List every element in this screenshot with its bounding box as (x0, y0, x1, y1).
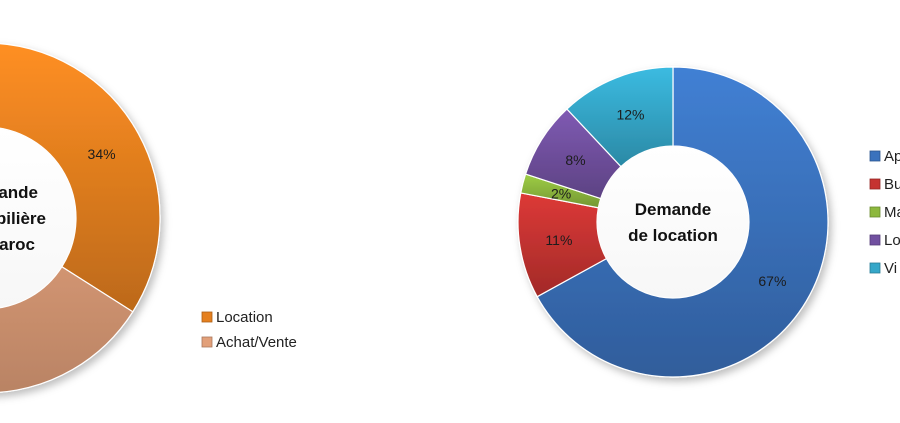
legend-item-ma: Ma (869, 204, 900, 221)
data-label-lo: 8% (565, 152, 585, 168)
chart-title-line: de location (628, 226, 718, 245)
donut-chart-demande-immobiliere: 34% ande bilière aroc Location Achat/Vente (0, 43, 297, 393)
legend-label: Ap (884, 148, 900, 165)
chart-title-line: aroc (0, 235, 35, 254)
legend-swatch (201, 336, 213, 348)
legend-label: Achat/Vente (216, 334, 297, 351)
legend-label: Bu (884, 176, 900, 193)
chart-title-line: Demande (635, 200, 712, 219)
data-label-ap: 67% (758, 273, 786, 289)
legend-item-lo: Lo (869, 232, 900, 249)
data-label-vi: 12% (616, 107, 644, 123)
donut-slice-location (0, 43, 161, 313)
donut-ring (0, 43, 161, 393)
legend-label: Lo (884, 232, 900, 249)
legend-swatch (201, 311, 213, 323)
data-label-bu: 11% (545, 232, 572, 248)
donut-slice-achat-vente (0, 265, 134, 393)
legend-swatch (869, 234, 881, 246)
chart-title-line: ande (0, 183, 38, 202)
donut-slice-ap (536, 66, 829, 378)
legend-item-bu: Bu (869, 176, 900, 193)
data-label-ma: 2% (551, 185, 571, 201)
legend-label: Vi (884, 260, 897, 277)
legend-label: Ma (884, 204, 900, 221)
legend-item-location: Location (201, 309, 273, 326)
legend-swatch (869, 262, 881, 274)
legend-swatch (869, 178, 881, 190)
donut-hole (0, 128, 76, 308)
legend-label: Location (216, 309, 273, 326)
legend-item-ap: Ap (869, 148, 900, 165)
legend-item-achat-vente: Achat/Vente (201, 334, 297, 351)
legend-swatch (869, 150, 881, 162)
data-label-location: 34% (88, 146, 116, 162)
chart-title-line: bilière (0, 209, 46, 228)
donut-chart-demande-location: 67% 11% 2% 8% 12% Demande de location Ap Bu Ma Lo V… (517, 66, 900, 378)
donut-ring (517, 66, 829, 378)
donut-slice-vi (566, 66, 674, 168)
donut-hole (597, 146, 749, 298)
legend-swatch (869, 206, 881, 218)
legend-item-vi: Vi (869, 260, 897, 277)
